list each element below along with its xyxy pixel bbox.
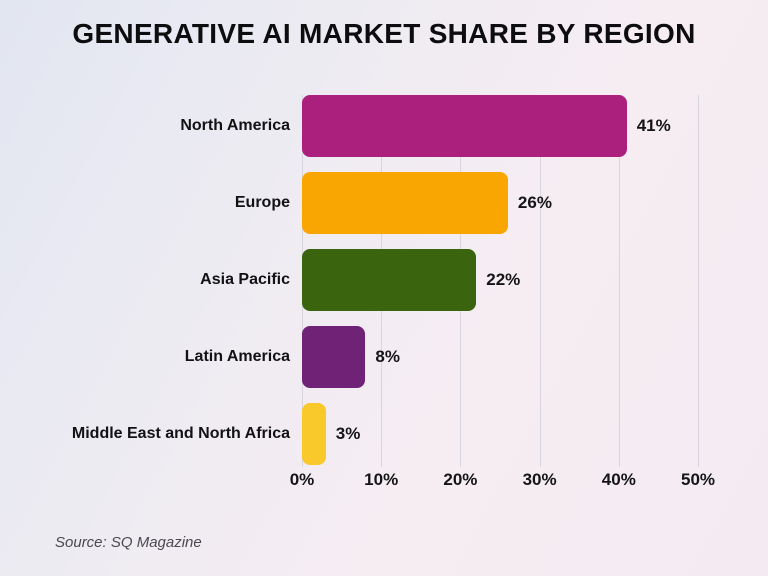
bar-row: 22% [302,249,698,311]
category-label: Latin America [184,348,290,365]
bar-asia-pacific [302,249,477,311]
value-label: 8% [375,347,400,366]
category-label: Europe [234,194,290,211]
value-label: 22% [486,270,521,289]
x-tick-label: 40% [601,470,636,489]
bar-row: 3% [302,403,698,465]
value-label: 26% [517,193,552,212]
bar-europe [302,172,508,234]
bar-row: 26% [302,172,698,234]
source-credit: Source: SQ Magazine [55,534,202,551]
x-tick-label: 20% [443,470,478,489]
x-tick-label: 30% [522,470,557,489]
category-label: Asia Pacific [200,271,290,288]
bar-middle-east-and-north-africa [302,403,326,465]
category-label: Middle East and North Africa [71,425,290,442]
bar-chart-plot: 41% 26% 22% 8% 3% [302,95,699,467]
bar-row: 8% [302,326,698,388]
category-label: North America [180,117,290,134]
gridline-30% [539,95,541,467]
bar-latin-america [302,326,366,388]
x-tick-label: 10% [364,470,399,489]
value-label: 41% [636,116,671,135]
gridline-40% [618,95,620,467]
bar-row: 41% [302,95,698,157]
gridline-50% [698,95,699,467]
x-tick-label: 0% [289,470,315,489]
bar-north-america [302,95,627,157]
x-tick-label: 50% [680,470,716,489]
chart-title: GENERATIVE AI MARKET SHARE BY REGION [72,18,696,49]
value-label: 3% [335,424,361,443]
